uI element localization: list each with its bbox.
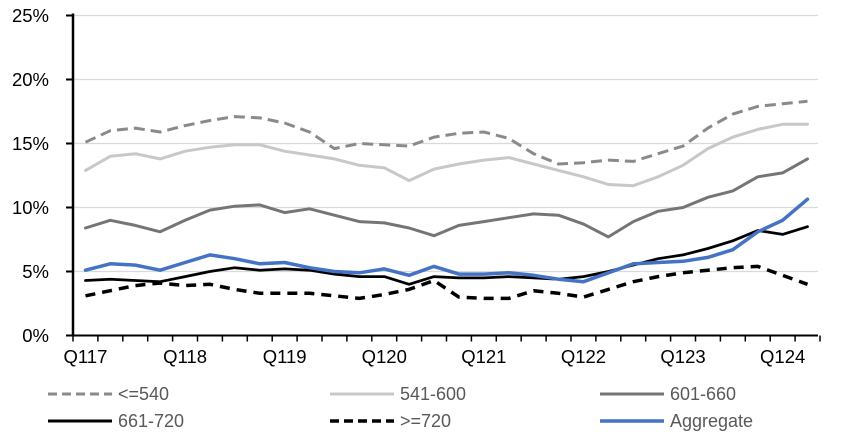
series-line-541-600 [84, 122, 809, 188]
axes [66, 13, 821, 342]
y-tick-label: 5% [22, 261, 49, 282]
legend-item-lte-540: <=540 [48, 382, 169, 406]
x-tick-label: Q123 [660, 346, 705, 367]
x-tick-label: Q119 [263, 346, 307, 367]
legend-label-541-600: 541-600 [400, 383, 467, 404]
y-axis-tick-labels: 0% 5% 10% 15% 20% 25% [12, 5, 49, 346]
legend-line-sample-aggregate [600, 417, 664, 425]
chart-plot-area: 0% 5% 10% 15% 20% 25% Q117 Q118 Q119 Q120 Q121 Q122… [12, 5, 821, 367]
x-tick-label: Q122 [561, 346, 606, 367]
legend-line-sample-gte-720 [330, 417, 394, 425]
y-tick-label: 25% [12, 5, 49, 26]
legend-item-aggregate: Aggregate [600, 409, 753, 433]
y-tick-label: 20% [12, 69, 49, 90]
gridlines [73, 14, 818, 273]
series-line-661-720 [84, 225, 809, 286]
legend-item-661-720: 661-720 [48, 409, 184, 433]
x-tick-label: Q121 [461, 346, 506, 367]
x-tick-label: Q118 [163, 346, 207, 367]
legend-line-sample-601-660 [600, 390, 664, 398]
legend-line-sample-661-720 [48, 417, 112, 425]
x-axis-tick-labels: Q117 Q118 Q119 Q120 Q121 Q122 Q123 Q124 [64, 346, 806, 367]
y-tick-label: 10% [12, 197, 49, 218]
legend-item-gte-720: >=720 [330, 409, 451, 433]
legend-label-601-660: 601-660 [670, 383, 737, 404]
x-tick-label: Q117 [64, 346, 108, 367]
y-tick-label: 0% [22, 325, 49, 346]
legend-item-601-660: 601-660 [600, 382, 736, 406]
legend-label-lte-540: <=540 [118, 383, 170, 404]
chart-legend-row-1: <=540 541-600 601-660 [0, 382, 852, 406]
legend-line-sample-lte-540 [48, 390, 112, 398]
x-tick-label: Q124 [760, 346, 805, 367]
series-line-601-660 [84, 157, 809, 239]
y-tick-label: 15% [12, 133, 49, 154]
x-tick-label: Q120 [362, 346, 407, 367]
legend-label-661-720: 661-720 [118, 410, 185, 431]
legend-item-541-600: 541-600 [330, 382, 466, 406]
chart-legend-row-2: 661-720 >=720 Aggregate [0, 409, 852, 433]
legend-line-sample-541-600 [330, 390, 394, 398]
series-line-aggregate [83, 197, 810, 284]
legend-label-aggregate: Aggregate [670, 410, 754, 431]
series-line-gte-720 [85, 264, 809, 301]
series-line-lte-540 [84, 99, 808, 166]
legend-label-gte-720: >=720 [400, 410, 452, 431]
